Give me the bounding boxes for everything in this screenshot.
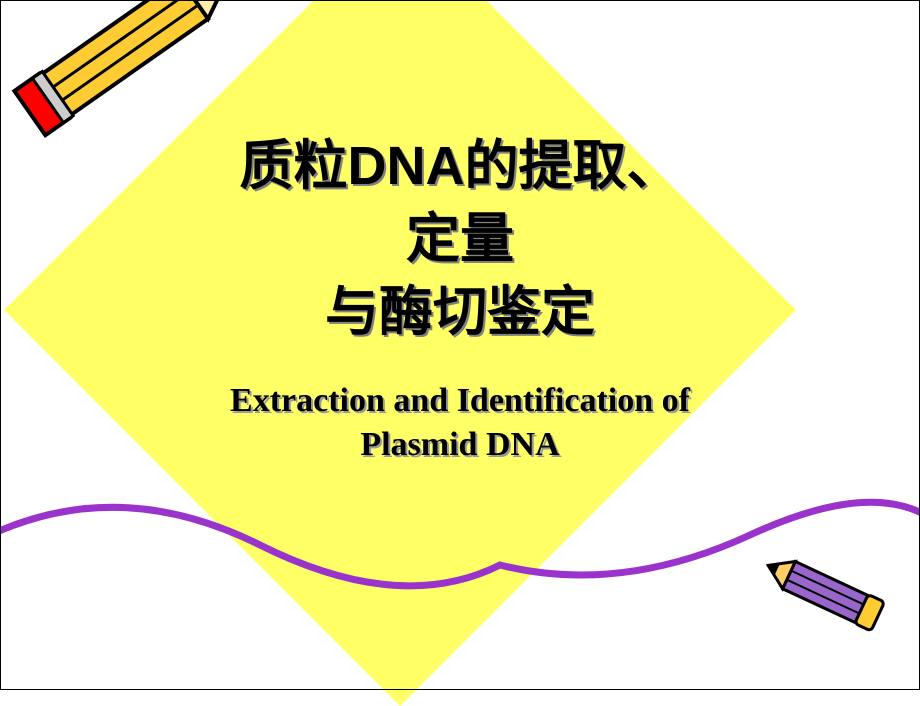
subtitle-english: Extraction and Identification of Plasmid…: [0, 379, 920, 467]
title-line-1: 质粒DNA的提取、: [0, 130, 920, 203]
title-chinese: 质粒DNA的提取、 定量 与酶切鉴定: [0, 130, 920, 349]
subtitle-line-1: Extraction and Identification of: [0, 379, 920, 423]
subtitle-line-2: Plasmid DNA: [0, 423, 920, 467]
title-line-3: 与酶切鉴定: [0, 276, 920, 349]
title-block: 质粒DNA的提取、 定量 与酶切鉴定 Extraction and Identi…: [0, 130, 920, 467]
title-line-2: 定量: [0, 203, 920, 276]
